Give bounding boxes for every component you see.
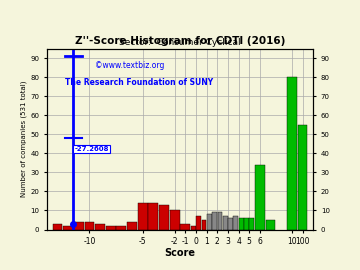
Text: ©www.textbiz.org: ©www.textbiz.org xyxy=(95,61,164,70)
Bar xyxy=(234,216,238,230)
Bar xyxy=(191,226,196,230)
Bar xyxy=(298,125,307,230)
Bar xyxy=(249,218,255,230)
Bar xyxy=(170,210,180,230)
Bar xyxy=(239,218,244,230)
Bar xyxy=(207,214,212,230)
Bar xyxy=(217,212,222,230)
Bar xyxy=(138,203,148,230)
Bar xyxy=(180,224,190,230)
Bar xyxy=(74,222,84,230)
Bar xyxy=(63,226,73,230)
Bar xyxy=(202,220,206,230)
Bar xyxy=(85,222,94,230)
Bar xyxy=(159,205,169,230)
Bar xyxy=(228,218,233,230)
Text: Sector:  Consumer Cyclical: Sector: Consumer Cyclical xyxy=(119,38,241,47)
Bar xyxy=(53,224,62,230)
Bar xyxy=(244,218,249,230)
Text: -27.2608: -27.2608 xyxy=(75,146,109,152)
Bar xyxy=(196,216,201,230)
Title: Z''-Score Histogram for CDTI (2016): Z''-Score Histogram for CDTI (2016) xyxy=(75,36,285,46)
Bar xyxy=(106,226,116,230)
Bar xyxy=(266,220,275,230)
X-axis label: Score: Score xyxy=(165,248,195,258)
Text: The Research Foundation of SUNY: The Research Foundation of SUNY xyxy=(66,77,213,87)
Bar xyxy=(148,203,158,230)
Bar xyxy=(255,165,265,230)
Bar xyxy=(212,212,217,230)
Bar xyxy=(127,222,137,230)
Bar xyxy=(287,77,297,230)
Bar xyxy=(223,216,228,230)
Bar xyxy=(95,224,105,230)
Y-axis label: Number of companies (531 total): Number of companies (531 total) xyxy=(21,81,27,197)
Bar xyxy=(117,226,126,230)
